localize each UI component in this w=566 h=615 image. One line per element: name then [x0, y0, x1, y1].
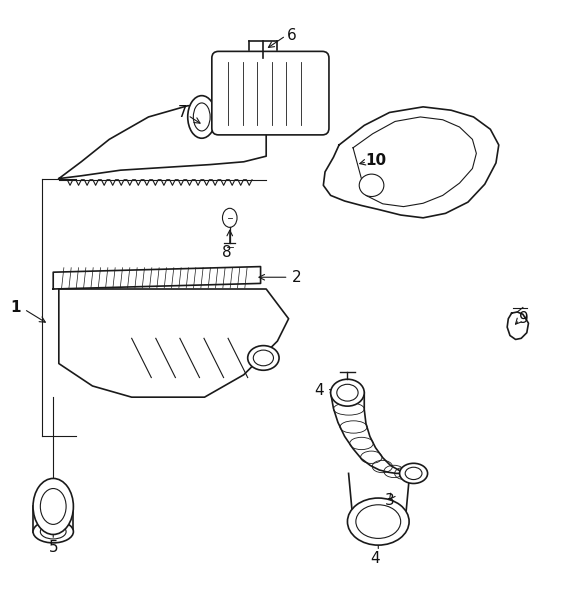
- Text: 1: 1: [10, 300, 20, 315]
- Text: 8: 8: [222, 245, 231, 260]
- Polygon shape: [507, 312, 529, 339]
- Ellipse shape: [356, 505, 401, 538]
- Ellipse shape: [405, 467, 422, 480]
- Ellipse shape: [40, 488, 66, 525]
- Ellipse shape: [254, 350, 273, 366]
- Ellipse shape: [348, 498, 409, 545]
- Polygon shape: [53, 266, 260, 289]
- Text: 7: 7: [177, 105, 187, 120]
- Polygon shape: [323, 107, 499, 218]
- Ellipse shape: [33, 478, 74, 534]
- Text: 4: 4: [371, 551, 380, 566]
- Text: 3: 3: [385, 493, 395, 509]
- Text: 5: 5: [49, 540, 58, 555]
- Ellipse shape: [188, 96, 216, 138]
- Text: 6: 6: [286, 28, 296, 43]
- Ellipse shape: [331, 379, 365, 406]
- Ellipse shape: [222, 208, 237, 228]
- Ellipse shape: [400, 463, 427, 483]
- Polygon shape: [59, 289, 289, 397]
- Ellipse shape: [337, 384, 358, 401]
- Text: 4: 4: [315, 383, 324, 398]
- Ellipse shape: [248, 346, 279, 370]
- FancyBboxPatch shape: [212, 52, 329, 135]
- Polygon shape: [59, 106, 266, 178]
- Ellipse shape: [40, 525, 66, 539]
- Ellipse shape: [33, 520, 74, 543]
- Ellipse shape: [359, 174, 384, 197]
- Text: 9: 9: [519, 311, 529, 326]
- Ellipse shape: [194, 103, 210, 131]
- Text: 2: 2: [292, 270, 302, 285]
- Text: 10: 10: [365, 153, 386, 168]
